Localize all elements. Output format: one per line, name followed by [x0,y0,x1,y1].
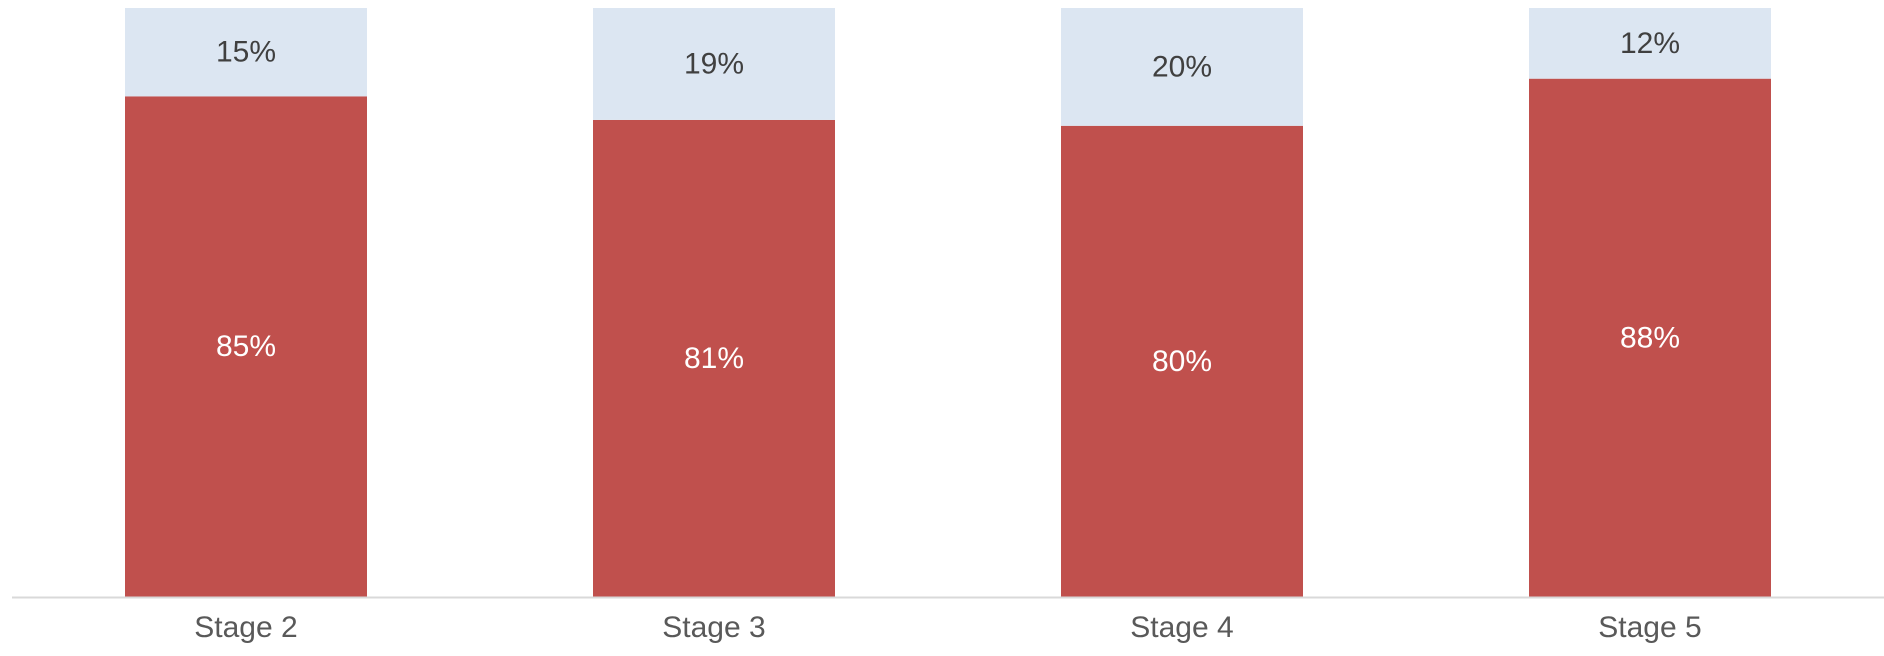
data-label-stage-2-series-1: 85% [216,330,276,363]
data-label-stage-3-series-1: 81% [684,342,744,375]
data-label-stage-2-series-2: 15% [216,36,276,69]
bar-segment-stage-2-series-1 [125,96,367,597]
bar-segment-stage-4-series-2 [1061,8,1303,126]
x-tick-label-stage-5: Stage 5 [1598,611,1701,644]
x-tick-label-stage-3: Stage 3 [662,611,765,644]
x-tick-label-stage-2: Stage 2 [194,611,297,644]
data-label-stage-3-series-2: 19% [684,47,744,80]
bar-segment-stage-4-series-1 [1061,125,1303,598]
x-tick-label-stage-4: Stage 4 [1130,611,1233,644]
data-label-stage-5-series-2: 12% [1620,27,1680,60]
data-label-stage-4-series-1: 80% [1152,345,1212,378]
bar-segment-stage-5-series-2 [1529,8,1771,79]
bar-segment-stage-3-series-2 [593,8,835,120]
bar-segment-stage-3-series-1 [593,119,835,597]
bar-segment-stage-5-series-1 [1529,78,1771,598]
data-label-stage-4-series-2: 20% [1152,50,1212,83]
bar-segment-stage-2-series-2 [125,8,367,97]
data-label-stage-5-series-1: 88% [1620,321,1680,354]
x-tick-labels-layer: Stage 2 Stage 3 Stage 4 Stage 5 [194,611,1701,644]
data-labels-layer: 85% 15% 81% 19% 80% 20% 88% 12% [216,27,1680,378]
bars-layer [125,8,1771,598]
